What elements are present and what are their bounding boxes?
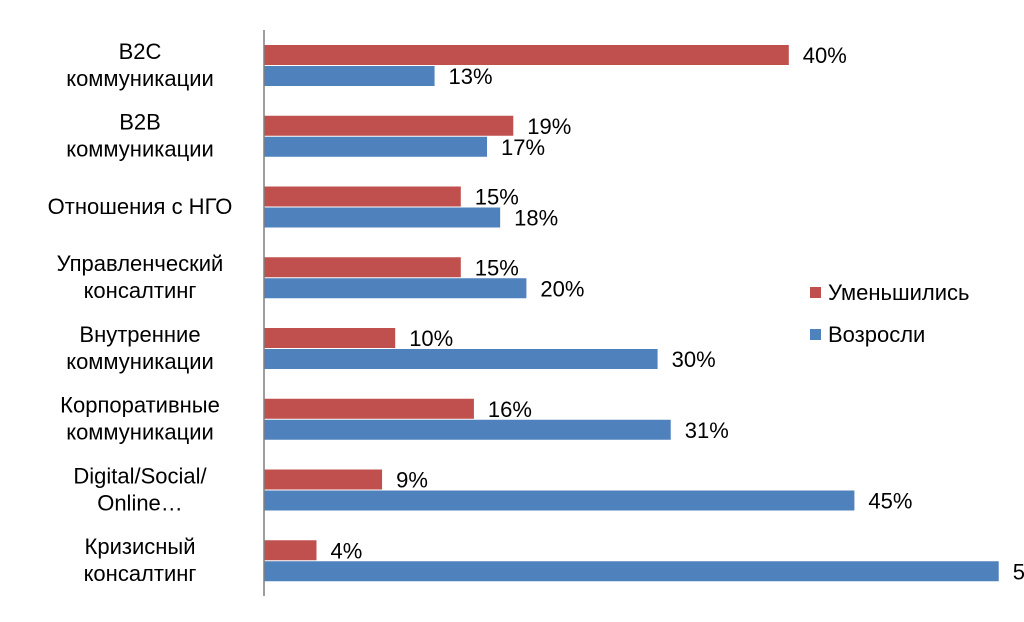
bar-уменьшились-корпоративные-коммуникации xyxy=(264,398,474,419)
category-label-line: Отношения с НГО xyxy=(48,194,233,219)
legend-label-возросли: Возросли xyxy=(828,322,925,347)
data-label-уменьшились-управленческий-консалтинг: 15% xyxy=(475,255,519,280)
bar-возросли-корпоративные-коммуникации xyxy=(264,419,671,440)
legend-item-уменьшились: Уменьшились xyxy=(810,280,970,305)
category-label-b2b-коммуникации: B2B коммуникации xyxy=(66,110,214,162)
legend-label-уменьшились: Уменьшились xyxy=(828,280,970,305)
bar-уменьшились-отношения-с-нго xyxy=(264,186,461,207)
category-label-управленческий-консалтинг: Управленческий консалтинг xyxy=(57,251,224,303)
data-label-уменьшились-b2c-коммуникации: 40% xyxy=(803,43,847,68)
legend-item-возросли: Возросли xyxy=(810,322,925,347)
category-label-line: коммуникации xyxy=(66,349,214,374)
category-label-line: Digital/Social/ xyxy=(73,463,207,488)
category-label-line: B2B xyxy=(119,110,161,135)
category-label-кризисный-консалтинг: Кризисный консалтинг xyxy=(84,534,197,586)
category-label-внутренние-коммуникации: Внутренние коммуникации xyxy=(66,322,214,374)
category-label-line: коммуникации xyxy=(66,420,214,445)
category-label-line: Кризисный xyxy=(85,534,196,559)
category-label-line: коммуникации xyxy=(66,137,214,162)
category-label-b2c-коммуникации: B2C коммуникации xyxy=(66,39,214,91)
data-label-возросли-b2c-коммуникации: 13% xyxy=(449,64,493,89)
bar-возросли-digital-social-online xyxy=(264,490,855,511)
category-label-line: коммуникации xyxy=(66,66,214,91)
bar-уменьшились-управленческий-консалтинг xyxy=(264,257,461,278)
data-label-возросли-внутренние-коммуникации: 30% xyxy=(672,347,716,372)
bar-возросли-b2b-коммуникации xyxy=(264,136,488,157)
bar-возросли-управленческий-консалтинг xyxy=(264,278,527,299)
data-label-уменьшились-digital-social-online: 9% xyxy=(396,468,428,493)
bar-возросли-отношения-с-нго xyxy=(264,207,501,228)
bar-возросли-внутренние-коммуникации xyxy=(264,349,658,369)
bar-уменьшились-b2c-коммуникации xyxy=(264,45,789,65)
bar-уменьшились-внутренние-коммуникации xyxy=(264,328,396,348)
category-label-digital-social-online: Digital/Social/Online… xyxy=(73,463,207,515)
bar-возросли-кризисный-консалтинг xyxy=(264,561,999,582)
data-label-уменьшились-кризисный-консалтинг: 4% xyxy=(330,538,362,563)
category-label-line: B2C xyxy=(119,39,162,64)
data-label-возросли-управленческий-консалтинг: 20% xyxy=(540,276,584,301)
data-label-возросли-отношения-с-нго: 18% xyxy=(514,206,558,231)
legend-swatch-уменьшились xyxy=(810,287,821,298)
data-label-уменьшились-корпоративные-коммуникации: 16% xyxy=(488,397,532,422)
category-label-корпоративные-коммуникации: Корпоративные коммуникации xyxy=(60,393,220,445)
category-label-line: Внутренние xyxy=(79,322,200,347)
data-label-возросли-digital-social-online: 45% xyxy=(868,489,912,514)
data-label-возросли-корпоративные-коммуникации: 31% xyxy=(685,418,729,443)
category-label-отношения-с-нго: Отношения с НГО xyxy=(48,194,233,219)
bar-уменьшились-b2b-коммуникации xyxy=(264,115,514,136)
category-label-line: Корпоративные xyxy=(60,393,220,418)
bar-уменьшились-digital-social-online xyxy=(264,469,383,490)
data-label-уменьшились-внутренние-коммуникации: 10% xyxy=(409,326,453,351)
category-label-line: Управленческий xyxy=(57,251,224,276)
bar-возросли-b2c-коммуникации xyxy=(264,66,435,86)
data-label-уменьшились-отношения-с-нго: 15% xyxy=(475,185,519,210)
category-label-line: Online… xyxy=(97,490,183,515)
data-label-возросли-b2b-коммуникации: 17% xyxy=(501,135,545,160)
legend-swatch-возросли xyxy=(810,329,821,340)
data-label-возросли-кризисный-консалтинг: 56% xyxy=(1013,559,1024,584)
category-label-line: консалтинг xyxy=(84,561,197,586)
category-label-line: консалтинг xyxy=(84,278,197,303)
data-label-уменьшились-b2b-коммуникации: 19% xyxy=(527,114,571,139)
bar-уменьшились-кризисный-консалтинг xyxy=(264,540,317,561)
